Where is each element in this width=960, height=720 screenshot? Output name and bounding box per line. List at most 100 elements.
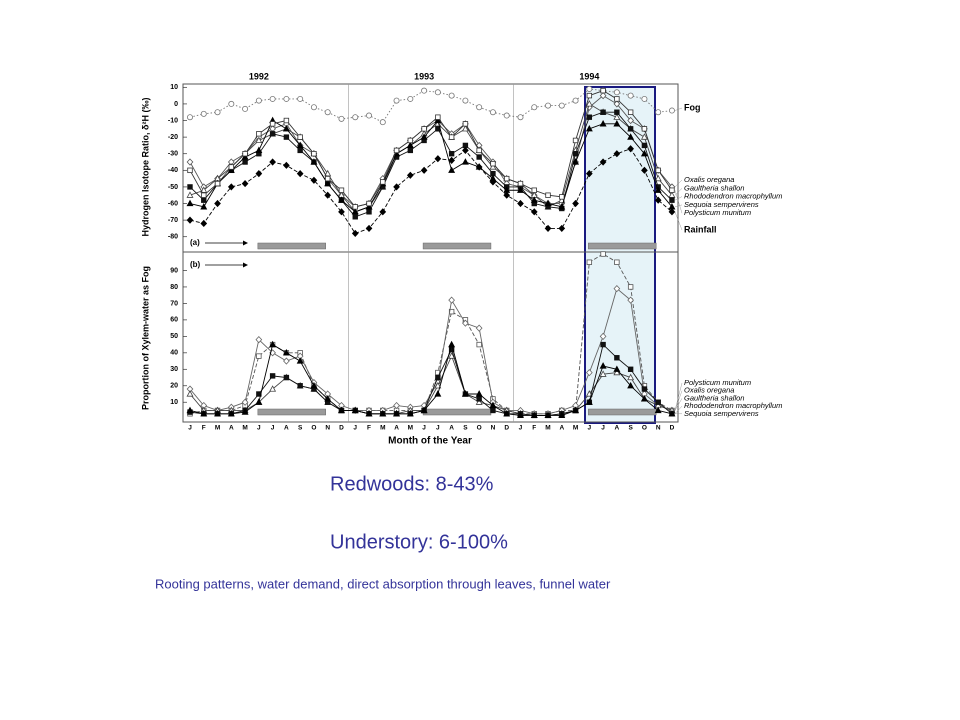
marker [407,137,414,144]
marker [241,153,249,160]
marker [503,112,510,119]
x-tick-label: O [311,425,316,432]
marker [448,92,455,99]
marker [489,178,497,186]
marker [462,146,469,154]
legend-leader [674,196,683,201]
legend-label: Polysticum munitum [684,378,751,387]
series-line [189,343,673,416]
x-tick-label: O [477,425,482,432]
marker [668,191,676,198]
marker [517,180,524,187]
marker [310,176,318,184]
marker [558,411,566,419]
y-tick-label: -10 [168,117,178,124]
marker [654,196,662,204]
marker [600,341,606,348]
marker [297,95,304,102]
year-label: 1993 [414,71,434,81]
marker [448,166,456,173]
marker [255,97,262,104]
marker [310,104,317,111]
marker [227,409,235,417]
legend-leader [674,211,683,231]
marker [241,180,249,188]
marker [627,133,635,140]
series-line [189,148,673,234]
series-line [189,342,673,416]
marker [201,197,207,203]
marker [614,259,620,265]
marker [310,381,318,389]
marker [269,373,276,379]
marker [585,124,593,132]
x-tick-label: J [271,425,275,432]
marker [365,224,373,233]
marker [448,352,456,359]
legend-leader [674,405,683,414]
marker [421,126,427,132]
marker [627,92,634,99]
x-tick-label: N [325,425,330,432]
year-label: 1994 [579,71,599,81]
marker [585,170,593,178]
slide-line: Understory: 6-100% [330,531,508,553]
legend-label: Gaultheria shallon [684,393,744,402]
legend-label: Rhododendron macrophyllum [684,401,782,410]
marker [558,102,565,109]
x-tick-label: N [656,425,661,432]
marker [352,204,358,210]
x-tick-label: S [628,425,633,432]
marker [531,187,537,193]
marker [641,142,648,149]
legend-label: Fog [684,102,701,112]
season-bar [588,242,657,250]
marker [599,92,607,100]
marker [462,121,469,127]
x-tick-label: A [229,425,234,432]
legend-label: Gaultheria shallon [684,183,744,192]
marker [214,409,222,417]
marker [530,411,538,419]
panel-label: (b) [190,260,201,269]
y-tick-label: 60 [170,317,178,324]
marker [476,396,482,402]
marker [186,199,194,207]
y-tick-label: -40 [168,167,178,174]
marker [640,133,648,140]
marker [476,341,482,348]
marker [600,109,606,115]
marker [256,353,262,359]
marker [269,385,277,392]
marker [461,390,469,397]
marker [407,95,414,102]
marker [324,191,332,199]
marker [241,408,249,415]
x-tick-label: J [257,425,261,432]
marker [393,409,401,417]
marker [393,97,400,104]
marker [379,208,387,216]
y-tick-label: 80 [170,284,178,291]
marker [544,411,552,419]
y-tick-label: 40 [170,350,178,357]
marker [324,395,332,402]
marker [241,398,249,406]
marker [614,109,620,115]
year-label: 1992 [249,71,269,81]
marker [614,96,620,102]
marker [186,406,194,414]
marker [448,296,455,304]
marker [586,85,593,92]
marker [489,401,497,409]
marker [200,110,207,117]
marker [200,409,208,417]
marker [599,332,607,340]
marker [530,196,538,203]
marker [462,319,469,327]
marker [283,161,290,169]
marker [434,155,442,163]
marker [489,109,496,116]
marker [572,137,579,144]
